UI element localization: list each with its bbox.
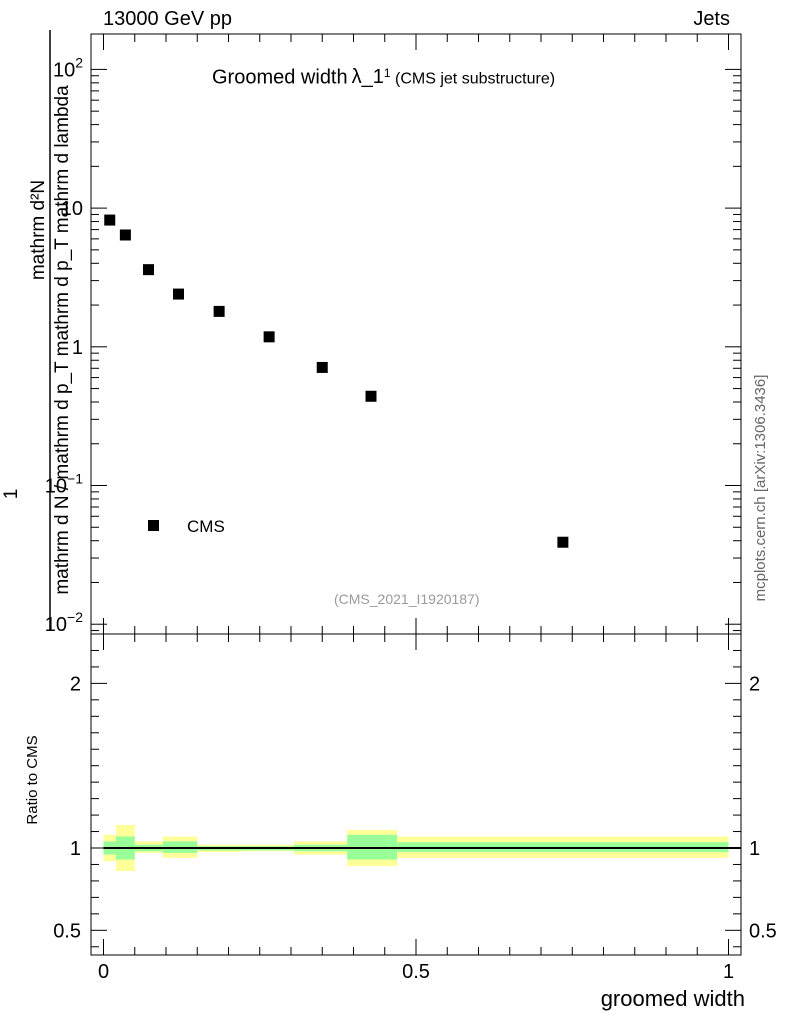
y-tick-label: 2 xyxy=(70,673,81,695)
upper-points xyxy=(104,214,569,548)
y-tick-label: 1 xyxy=(70,838,81,860)
data-point xyxy=(365,390,377,402)
lower-axes: 0.5 0.5 1 1 2 2 0 0.5 1 xyxy=(53,633,777,983)
title-text: Groomed width xyxy=(212,66,348,89)
ratio-bands xyxy=(103,824,741,872)
energy-label: 13000 GeV pp xyxy=(103,8,232,30)
y-tick-label: 0.5 xyxy=(749,920,777,942)
data-point xyxy=(557,536,569,548)
data-point xyxy=(213,305,225,317)
ylabel-prefix: 1 xyxy=(1,489,22,500)
ylabel-numerator: mathrm d²N xyxy=(28,180,49,280)
y-tick-label: 102 xyxy=(53,54,83,81)
y-tick-label: 1 xyxy=(749,838,760,860)
data-point xyxy=(119,229,131,241)
y-tick-label: 2 xyxy=(749,673,760,695)
data-point xyxy=(173,288,184,300)
side-label: mcplots.cern.ch [arXiv:1306.3436] xyxy=(752,375,769,602)
x-tick-label: 1 xyxy=(723,961,734,983)
x-tick-label: 0.5 xyxy=(402,961,430,983)
title-note: (CMS jet substructure) xyxy=(395,70,556,88)
upper-frame xyxy=(90,33,742,635)
x-axis-label: groomed width xyxy=(601,986,745,1011)
legend-label: CMS xyxy=(187,517,225,536)
y-tick-label: 0.5 xyxy=(53,920,81,942)
chart-title: Groomed width λ_11 (CMS jet substructure) xyxy=(212,66,555,89)
legend-marker xyxy=(148,520,159,531)
title-symbol: λ_1 xyxy=(351,66,384,89)
lower-frame xyxy=(90,633,742,956)
legend: CMS xyxy=(148,517,225,536)
y-tick-label: 1 xyxy=(72,337,83,359)
lower-y-axis-label: Ratio to CMS xyxy=(24,735,41,824)
analysis-tag: (CMS_2021_I1920187) xyxy=(334,591,480,607)
data-point xyxy=(263,331,275,343)
y-tick-label: 10 xyxy=(61,198,83,220)
x-tick-label: 0 xyxy=(98,961,109,983)
data-point xyxy=(143,264,154,276)
process-label: Jets xyxy=(693,8,730,30)
data-point xyxy=(316,361,328,373)
upper-y-axis-label: mathrm d²N mathrm d N / mathrm d p_T mat… xyxy=(28,30,73,630)
ylabel-denominator: mathrm d N / mathrm d p_T mathrm d p_T m… xyxy=(52,85,73,595)
data-point xyxy=(104,214,116,226)
title-superscript: 1 xyxy=(383,66,391,80)
